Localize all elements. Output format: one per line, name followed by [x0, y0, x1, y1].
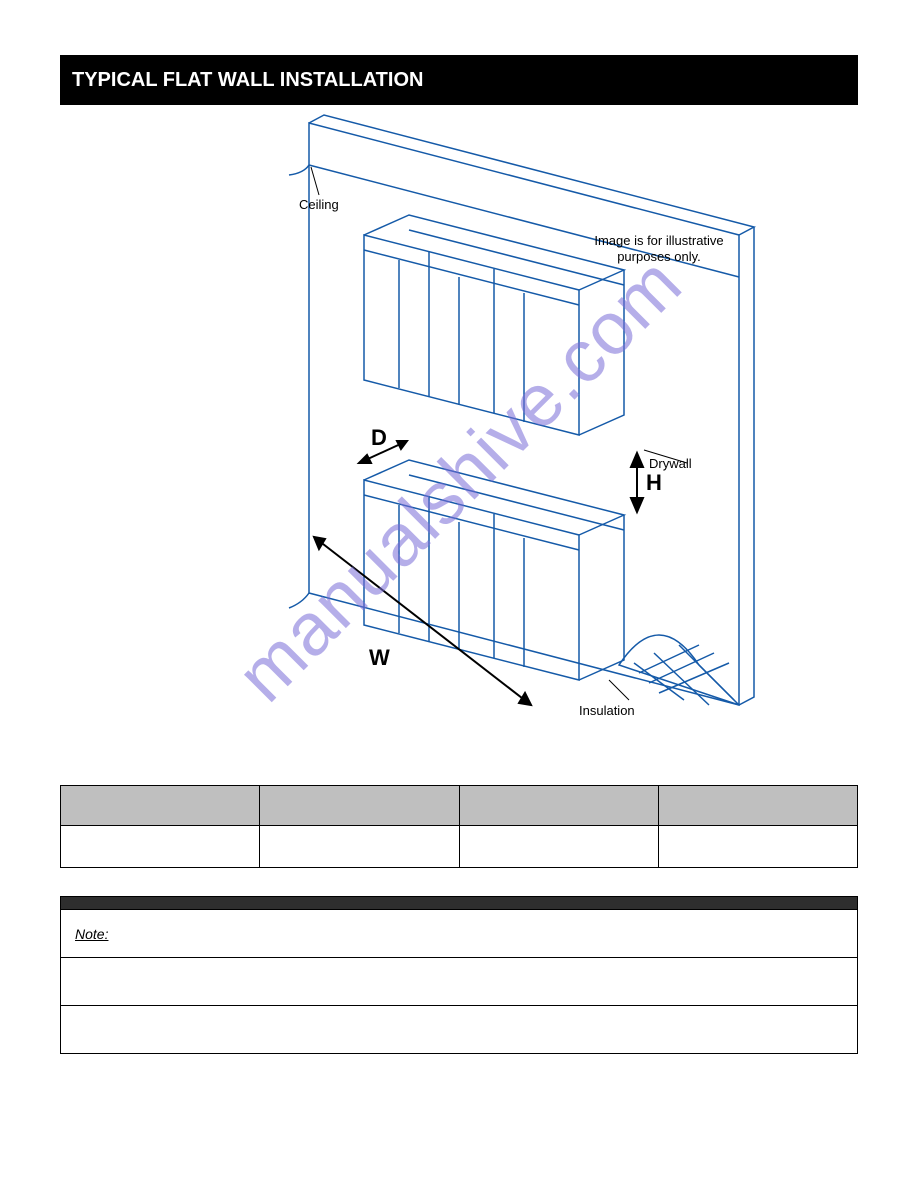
- notice-table: Note:: [60, 909, 858, 1054]
- td-0: [61, 826, 260, 868]
- label-ceiling: Ceiling: [299, 197, 339, 212]
- td-3: [658, 826, 857, 868]
- framing-diagram: Ceiling Image is for illustrative purpos…: [139, 105, 779, 785]
- table-row: [61, 1006, 858, 1054]
- diagram-note-1: Image is for illustrative: [594, 233, 723, 248]
- td-2: [459, 826, 658, 868]
- spec-table: [60, 785, 858, 868]
- spacer: [60, 868, 858, 896]
- th-0: [61, 786, 260, 826]
- dim-d: D: [371, 425, 387, 450]
- label-insulation: Insulation: [579, 703, 635, 718]
- section-title-bar: TYPICAL FLAT WALL INSTALLATION: [60, 55, 858, 105]
- section-title: TYPICAL FLAT WALL INSTALLATION: [72, 69, 423, 92]
- table-row: [61, 958, 858, 1006]
- table-row: Note:: [61, 910, 858, 958]
- label-drywall: Drywall: [649, 456, 692, 471]
- table-row: [61, 826, 858, 868]
- diagram-area: Ceiling Image is for illustrative purpos…: [60, 105, 858, 785]
- notice-note-cell: Note:: [61, 910, 858, 958]
- dim-h: H: [646, 470, 662, 495]
- notice-header: [60, 896, 858, 909]
- dim-w: W: [369, 645, 390, 670]
- th-2: [459, 786, 658, 826]
- notice-row-2: [61, 1006, 858, 1054]
- th-1: [260, 786, 459, 826]
- table-header-row: [61, 786, 858, 826]
- note-label: Note:: [75, 926, 108, 942]
- page: TYPICAL FLAT WALL INSTALLATION: [0, 0, 918, 1188]
- notice-row-1: [61, 958, 858, 1006]
- th-3: [658, 786, 857, 826]
- diagram-note-2: purposes only.: [617, 249, 701, 264]
- td-1: [260, 826, 459, 868]
